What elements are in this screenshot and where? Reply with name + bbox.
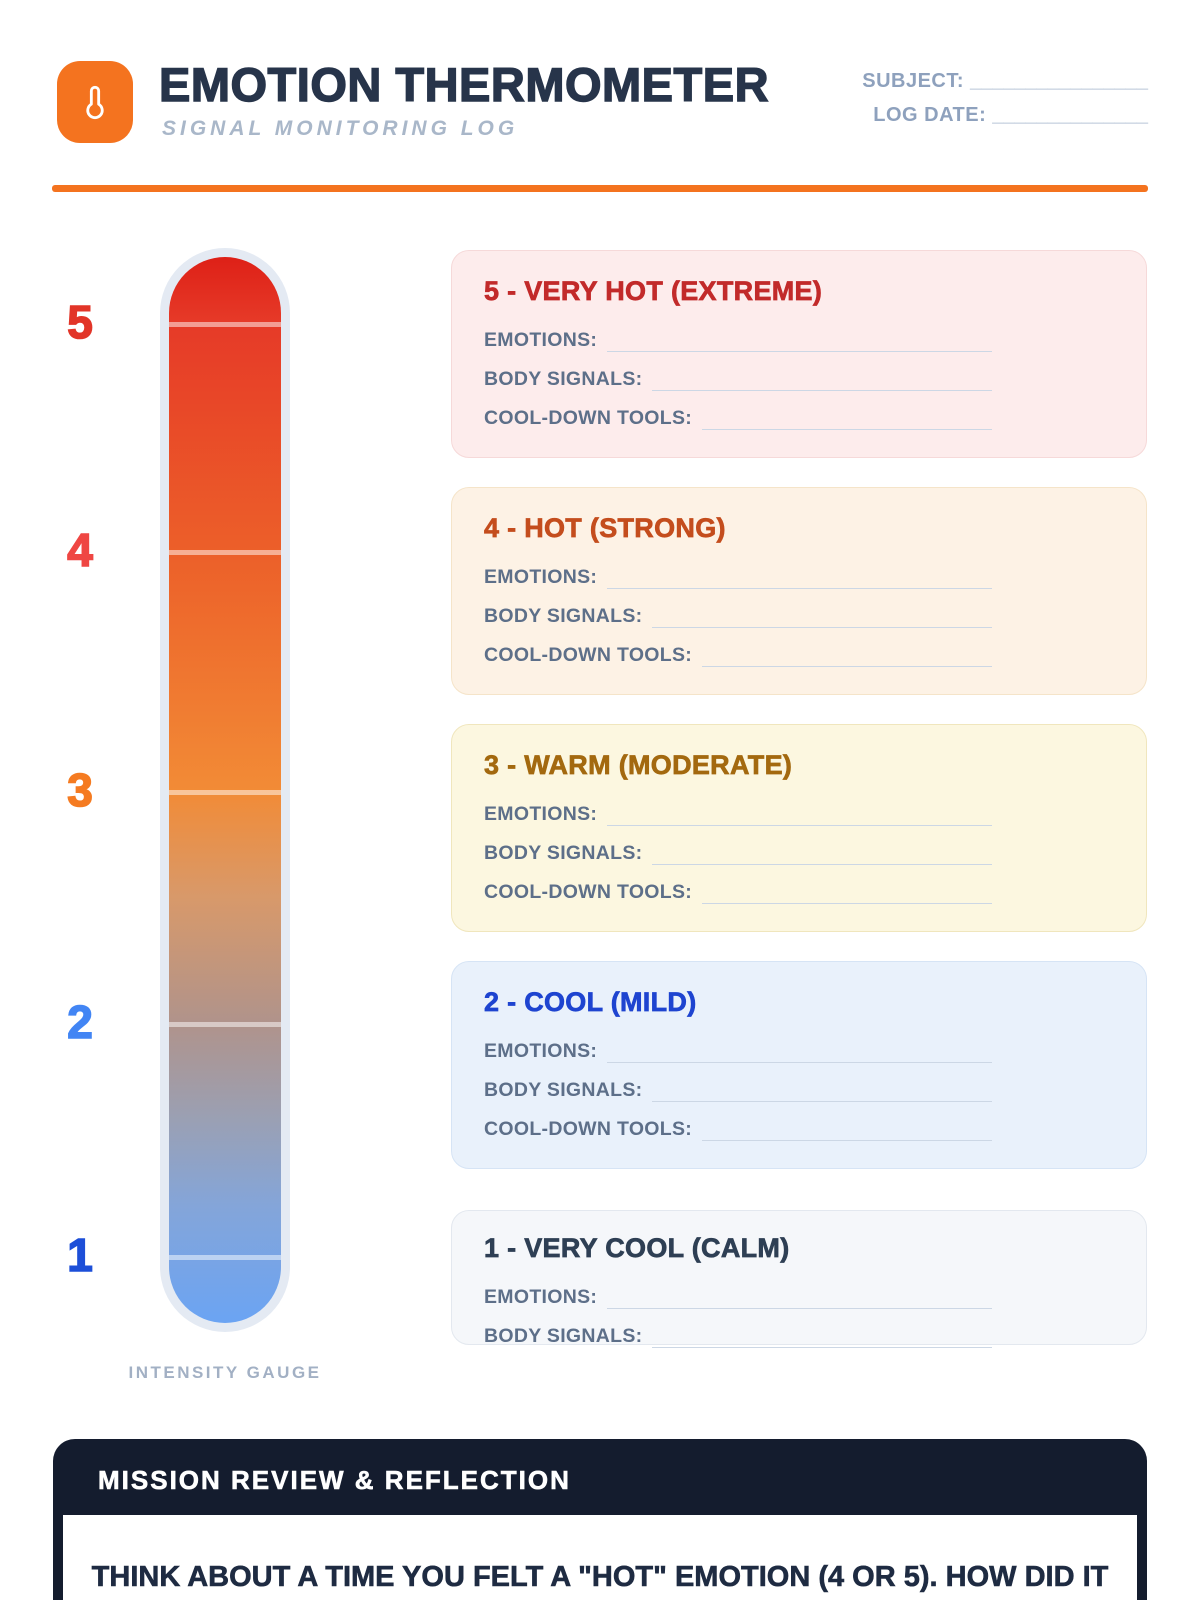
card-title: 1 - VERY COOL (CALM) — [484, 1233, 790, 1264]
body-signals-input-line[interactable] — [652, 840, 992, 865]
level-4-tick — [169, 550, 281, 556]
thermometer-icon — [86, 85, 104, 120]
subject-row: SUBJECT: ________________ — [862, 70, 1148, 104]
field-row: BODY SIGNALS: — [484, 352, 992, 391]
level-label-5: 5 — [66, 296, 93, 348]
field-row: BODY SIGNALS: — [484, 1063, 992, 1102]
emotions-input-line[interactable] — [607, 1284, 992, 1309]
log-date-label: LOG DATE: — [873, 104, 987, 126]
meta-fields: SUBJECT: ________________ LOG DATE: ______… — [862, 70, 1148, 138]
level-card-2: 2 - COOL (MILD) EMOTIONS: BODY SIGNALS: … — [451, 961, 1147, 1169]
field-row: BODY SIGNALS: — [484, 826, 992, 865]
field-row: COOL-DOWN TOOLS: — [484, 1102, 992, 1141]
level-label-4: 4 — [66, 524, 93, 576]
page-subtitle: SIGNAL MONITORING LOG — [162, 117, 519, 140]
field-label: BODY SIGNALS: — [484, 604, 643, 627]
card-title: 4 - HOT (STRONG) — [484, 513, 726, 544]
emotions-input-line[interactable] — [607, 564, 992, 589]
reflection-prompt: THINK ABOUT A TIME YOU FELT A "HOT" EMOT… — [91, 1561, 1109, 1594]
cool-down-tools-input-line[interactable] — [702, 1116, 992, 1141]
field-row: COOL-DOWN TOOLS: — [484, 391, 992, 430]
cool-down-tools-input-line[interactable] — [702, 405, 992, 430]
subject-blank-line[interactable]: ________________ — [970, 70, 1148, 92]
field-label: BODY SIGNALS: — [484, 841, 643, 864]
card-title: 3 - WARM (MODERATE) — [484, 750, 793, 781]
body-signals-input-line[interactable] — [652, 366, 992, 391]
level-card-3: 3 - WARM (MODERATE) EMOTIONS: BODY SIGNA… — [451, 724, 1147, 932]
field-label: EMOTIONS: — [484, 565, 598, 588]
field-row: EMOTIONS: — [484, 1270, 992, 1309]
reflection-header: MISSION REVIEW & REFLECTION — [98, 1465, 571, 1496]
emotions-input-line[interactable] — [607, 327, 992, 352]
cool-down-tools-input-line[interactable] — [702, 642, 992, 667]
field-row: BODY SIGNALS: — [484, 589, 992, 628]
field-row: COOL-DOWN TOOLS: — [484, 865, 992, 904]
field-row: EMOTIONS: — [484, 1024, 992, 1063]
field-row: COOL-DOWN TOOLS: — [484, 628, 992, 667]
field-label: COOL-DOWN TOOLS: — [484, 880, 693, 903]
field-label: EMOTIONS: — [484, 1285, 598, 1308]
level-label-1: 1 — [66, 1229, 93, 1281]
level-label-2: 2 — [66, 996, 93, 1048]
level-5-tick — [169, 322, 281, 328]
field-row: EMOTIONS: — [484, 313, 992, 352]
field-row: EMOTIONS: — [484, 787, 992, 826]
page-title: EMOTION THERMOMETER — [158, 57, 770, 111]
field-label: COOL-DOWN TOOLS: — [484, 643, 693, 666]
body-signals-input-line[interactable] — [652, 603, 992, 628]
level-2-tick — [169, 1022, 281, 1028]
field-label: BODY SIGNALS: — [484, 1324, 643, 1347]
log-date-blank-line[interactable]: ______________ — [992, 104, 1148, 126]
level-label-3: 3 — [66, 764, 93, 816]
field-label: COOL-DOWN TOOLS: — [484, 1117, 693, 1140]
subject-label: SUBJECT: — [862, 70, 965, 92]
accent-divider — [52, 185, 1148, 192]
level-3-tick — [169, 790, 281, 795]
card-title: 2 - COOL (MILD) — [484, 987, 697, 1018]
field-label: COOL-DOWN TOOLS: — [484, 406, 693, 429]
field-label: BODY SIGNALS: — [484, 1078, 643, 1101]
emotions-input-line[interactable] — [607, 801, 992, 826]
field-label: EMOTIONS: — [484, 1039, 598, 1062]
emotions-input-line[interactable] — [607, 1038, 992, 1063]
logo-badge — [57, 61, 133, 143]
field-label: BODY SIGNALS: — [484, 367, 643, 390]
log-date-row: LOG DATE: ______________ — [862, 104, 1148, 138]
thermometer-fill — [169, 257, 281, 1323]
reflection-body: THINK ABOUT A TIME YOU FELT A "HOT" EMOT… — [63, 1515, 1137, 1600]
field-row: BODY SIGNALS: — [484, 1309, 992, 1348]
body-signals-input-line[interactable] — [652, 1077, 992, 1102]
reflection-section: MISSION REVIEW & REFLECTION THINK ABOUT … — [53, 1439, 1147, 1600]
card-title: 5 - VERY HOT (EXTREME) — [484, 276, 823, 307]
body-signals-input-line[interactable] — [652, 1323, 992, 1348]
level-card-1: 1 - VERY COOL (CALM) EMOTIONS: BODY SIGN… — [451, 1210, 1147, 1348]
field-row: EMOTIONS: — [484, 550, 992, 589]
field-label: EMOTIONS: — [484, 328, 598, 351]
level-card-5: 5 - VERY HOT (EXTREME) EMOTIONS: BODY SI… — [451, 250, 1147, 458]
cool-down-tools-input-line[interactable] — [702, 879, 992, 904]
thermometer-tube — [160, 248, 290, 1332]
level-card-4: 4 - HOT (STRONG) EMOTIONS: BODY SIGNALS:… — [451, 487, 1147, 695]
level-1-tick — [169, 1254, 281, 1260]
gauge-caption: INTENSITY GAUGE — [128, 1363, 322, 1382]
field-label: EMOTIONS: — [484, 802, 598, 825]
